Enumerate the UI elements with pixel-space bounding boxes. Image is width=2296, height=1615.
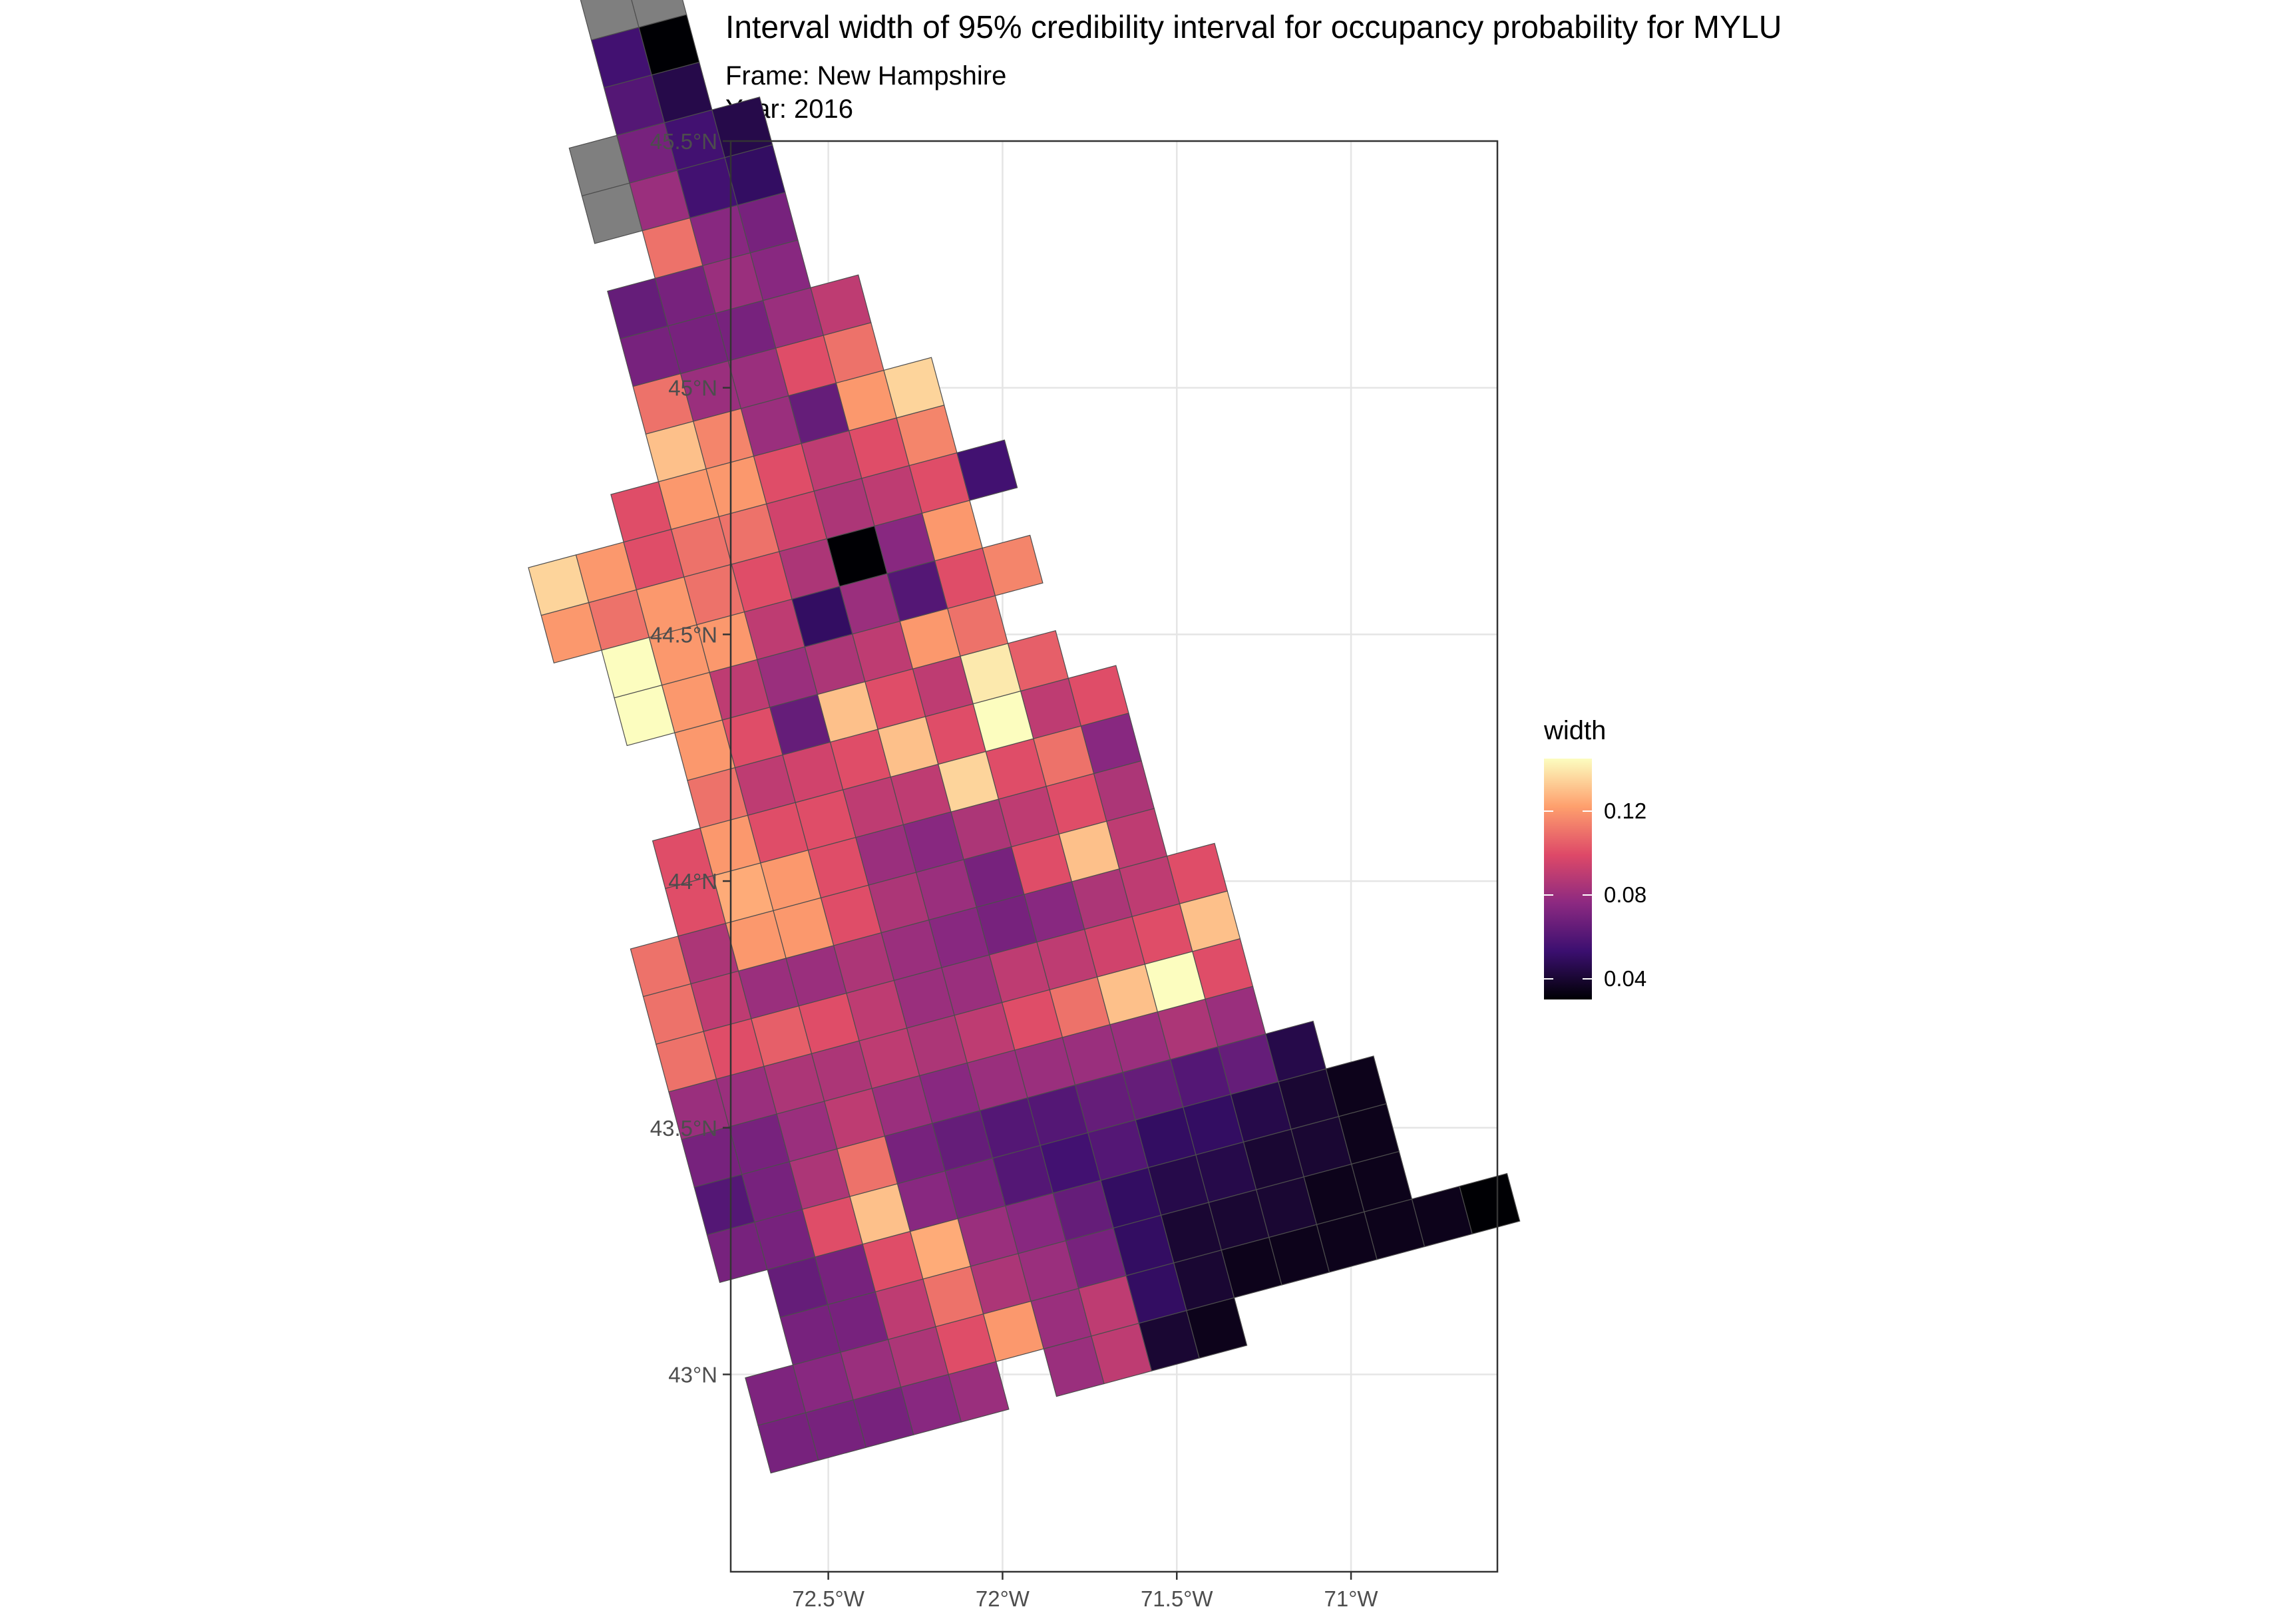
chart-title: Interval width of 95% credibility interv… — [725, 10, 1782, 45]
y-tick-label: 45.5°N — [650, 129, 717, 154]
x-tick-label: 72.5°W — [792, 1586, 864, 1611]
chart-subtitle-frame: Frame: New Hampshire — [725, 61, 1007, 90]
grid-cell — [810, 274, 872, 336]
legend-tick — [1583, 810, 1592, 812]
legend-label: 0.04 — [1604, 966, 1647, 991]
grid-cell — [1067, 665, 1129, 727]
plot-border — [729, 140, 1499, 1573]
grid-cell — [982, 534, 1044, 596]
y-tick-label: 43°N — [668, 1362, 717, 1387]
legend-tick — [1583, 978, 1592, 980]
y-tick-label: 44°N — [668, 869, 717, 894]
x-axis: 72.5°W 72°W 71.5°W 71°W — [792, 1572, 1378, 1611]
x-tick-label: 72°W — [976, 1586, 1030, 1611]
grid-cell — [1007, 629, 1069, 692]
legend-title: width — [1544, 716, 1607, 745]
legend-colorbar — [1544, 759, 1592, 999]
grid-cell — [580, 0, 640, 41]
grid-cell — [883, 357, 945, 419]
grid-cell — [631, 0, 687, 28]
legend-label: 0.08 — [1604, 882, 1647, 907]
x-tick-label: 71°W — [1324, 1586, 1379, 1611]
y-tick-label: 44.5°N — [650, 622, 717, 647]
y-tick-label: 43.5°N — [650, 1116, 717, 1141]
grid-cell — [956, 439, 1018, 501]
grid-cell — [1166, 842, 1228, 904]
x-tick-label: 71.5°W — [1141, 1586, 1213, 1611]
legend-tick — [1544, 978, 1553, 980]
grid-cell — [1325, 1055, 1387, 1117]
legend-tick — [1583, 894, 1592, 896]
grid-cell — [1459, 1172, 1521, 1235]
y-axis: 45.5°N 45°N 44.5°N 44°N 43.5°N 43°N — [650, 129, 731, 1387]
legend-label: 0.12 — [1604, 798, 1647, 823]
grid-cell — [711, 96, 773, 158]
y-tick-label: 45°N — [668, 376, 717, 401]
legend-tick — [1544, 810, 1553, 812]
legend-tick — [1544, 894, 1553, 896]
grid-cell — [1264, 1020, 1327, 1083]
